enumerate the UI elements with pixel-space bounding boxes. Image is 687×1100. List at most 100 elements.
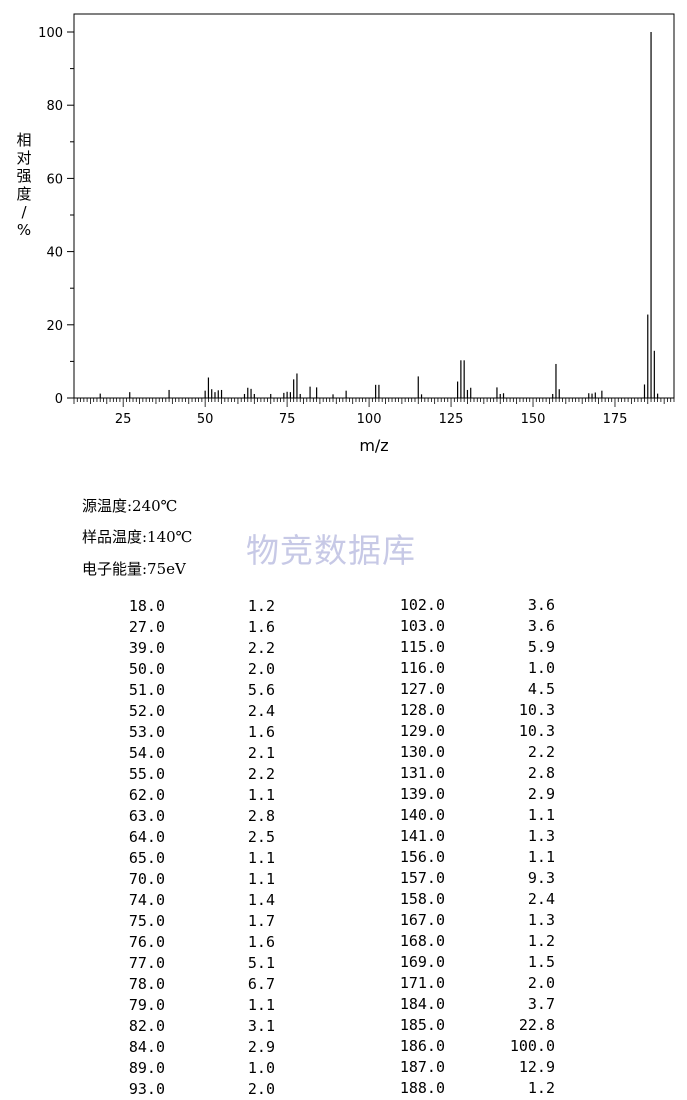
table-cell-intensity: 1.2: [247, 597, 275, 615]
table-cell-intensity: 9.3: [527, 869, 555, 887]
table-cell-mz: 55.0: [128, 765, 165, 783]
table-cell-intensity: 2.1: [247, 744, 275, 762]
table-cell-intensity: 1.0: [247, 1059, 275, 1077]
table-cell-mz: 187.0: [399, 1058, 445, 1076]
table-cell-mz: 185.0: [399, 1016, 445, 1034]
table-cell-mz: 115.0: [399, 638, 445, 656]
y-axis-label-char: /: [21, 203, 27, 221]
x-tick-label: 25: [115, 412, 132, 427]
table-mz-col-right: 102.0 103.0 115.0 116.0 127.0 128.0 129.0 130.0…: [380, 595, 445, 1099]
y-axis-label: 相对强度/%: [16, 131, 31, 239]
table-cell-mz: 53.0: [128, 723, 165, 741]
table-cell-intensity: 2.9: [527, 785, 555, 803]
table-cell-intensity: 1.3: [527, 827, 555, 845]
table-cell-mz: 129.0: [399, 722, 445, 740]
table-cell-mz: 116.0: [399, 659, 445, 677]
table-cell-mz: 77.0: [128, 954, 165, 972]
table-cell-intensity: 2.0: [247, 660, 275, 678]
table-cell-mz: 156.0: [399, 848, 445, 866]
table-cell-intensity: 2.8: [247, 807, 275, 825]
table-cell-intensity: 22.8: [518, 1016, 555, 1034]
table-cell-intensity: 2.9: [247, 1038, 275, 1056]
table-cell-intensity: 3.1: [247, 1017, 275, 1035]
y-axis-label-char: 强: [16, 167, 31, 185]
x-tick-label: 100: [357, 412, 382, 427]
y-axis-label-char: 相: [16, 131, 31, 149]
y-tick-label: 100: [38, 26, 63, 41]
table-intensity-col-right: 3.6 3.6 5.9 1.0 4.5 10.3 10.3 2.2 2.8 2.9 1.1 1.3 1.…: [490, 595, 555, 1099]
table-cell-mz: 158.0: [399, 890, 445, 908]
table-cell-intensity: 1.1: [247, 870, 275, 888]
table-cell-intensity: 2.2: [247, 765, 275, 783]
table-cell-intensity: 10.3: [518, 701, 555, 719]
table-cell-mz: 70.0: [128, 870, 165, 888]
y-tick-label: 80: [46, 99, 63, 114]
table-cell-mz: 139.0: [399, 785, 445, 803]
table-cell-intensity: 1.6: [247, 933, 275, 951]
table-cell-intensity: 3.7: [527, 995, 555, 1013]
table-cell-mz: 103.0: [399, 617, 445, 635]
table-cell-intensity: 5.9: [527, 638, 555, 656]
table-cell-intensity: 1.3: [527, 911, 555, 929]
table-cell-mz: 50.0: [128, 660, 165, 678]
y-tick-label: 60: [46, 172, 63, 187]
table-cell-intensity: 3.6: [527, 596, 555, 614]
x-axis-label: m/z: [359, 436, 388, 455]
table-cell-mz: 141.0: [399, 827, 445, 845]
x-tick-label: 125: [439, 412, 464, 427]
table-cell-intensity: 1.6: [247, 618, 275, 636]
x-tick-label: 75: [279, 412, 296, 427]
x-tick-label: 150: [521, 412, 546, 427]
table-cell-intensity: 1.0: [527, 659, 555, 677]
table-cell-intensity: 1.1: [527, 806, 555, 824]
sample-temperature: 样品温度:140℃: [82, 528, 193, 546]
table-cell-intensity: 1.1: [247, 849, 275, 867]
x-tick-label: 50: [197, 412, 214, 427]
y-axis-ticks: 0 20 40 60 80 100: [38, 26, 74, 407]
table-cell-intensity: 5.6: [247, 681, 275, 699]
table-cell-mz: 140.0: [399, 806, 445, 824]
y-tick-label: 20: [46, 319, 63, 334]
table-cell-mz: 128.0: [399, 701, 445, 719]
table-cell-mz: 131.0: [399, 764, 445, 782]
electron-energy: 电子能量:75eV: [82, 560, 186, 578]
table-cell-mz: 78.0: [128, 975, 165, 993]
table-cell-intensity: 2.2: [247, 639, 275, 657]
axes: [73, 13, 675, 399]
peak-bars: [99, 32, 659, 398]
table-mz-col-left: 18.0 27.0 39.0 50.0 51.0 52.0 53.0 54.0 55.0 62.0…: [100, 596, 165, 1100]
table-cell-mz: 171.0: [399, 974, 445, 992]
table-cell-mz: 184.0: [399, 995, 445, 1013]
table-cell-mz: 79.0: [128, 996, 165, 1014]
table-cell-intensity: 1.2: [527, 1079, 555, 1097]
table-cell-intensity: 1.6: [247, 723, 275, 741]
table-cell-mz: 169.0: [399, 953, 445, 971]
table-cell-mz: 130.0: [399, 743, 445, 761]
table-cell-mz: 63.0: [128, 807, 165, 825]
table-cell-intensity: 1.5: [527, 953, 555, 971]
table-cell-intensity: 100.0: [509, 1037, 555, 1055]
table-cell-mz: 82.0: [128, 1017, 165, 1035]
y-tick-label: 0: [55, 392, 63, 407]
table-cell-mz: 65.0: [128, 849, 165, 867]
table-cell-mz: 93.0: [128, 1080, 165, 1098]
table-cell-intensity: 1.1: [247, 786, 275, 804]
table-cell-mz: 75.0: [128, 912, 165, 930]
table-cell-intensity: 6.7: [247, 975, 275, 993]
table-cell-intensity: 4.5: [527, 680, 555, 698]
table-cell-intensity: 2.8: [527, 764, 555, 782]
table-cell-intensity: 1.1: [527, 848, 555, 866]
table-cell-mz: 167.0: [399, 911, 445, 929]
table-cell-mz: 54.0: [128, 744, 165, 762]
table-cell-intensity: 2.4: [247, 702, 275, 720]
x-axis-ticks: 25 50 75 100 125 150 175: [73, 398, 675, 427]
table-cell-intensity: 2.2: [527, 743, 555, 761]
table-cell-intensity: 2.0: [527, 974, 555, 992]
table-cell-mz: 127.0: [399, 680, 445, 698]
y-axis-label-char: %: [17, 221, 31, 239]
mass-spectrum-chart: 0 20 40 60 80 100 25 50 75 100 125 150 175 相对强度/% m…: [16, 13, 675, 455]
table-cell-mz: 52.0: [128, 702, 165, 720]
y-tick-label: 40: [46, 246, 63, 261]
table-cell-intensity: 12.9: [518, 1058, 555, 1076]
table-cell-intensity: 10.3: [518, 722, 555, 740]
